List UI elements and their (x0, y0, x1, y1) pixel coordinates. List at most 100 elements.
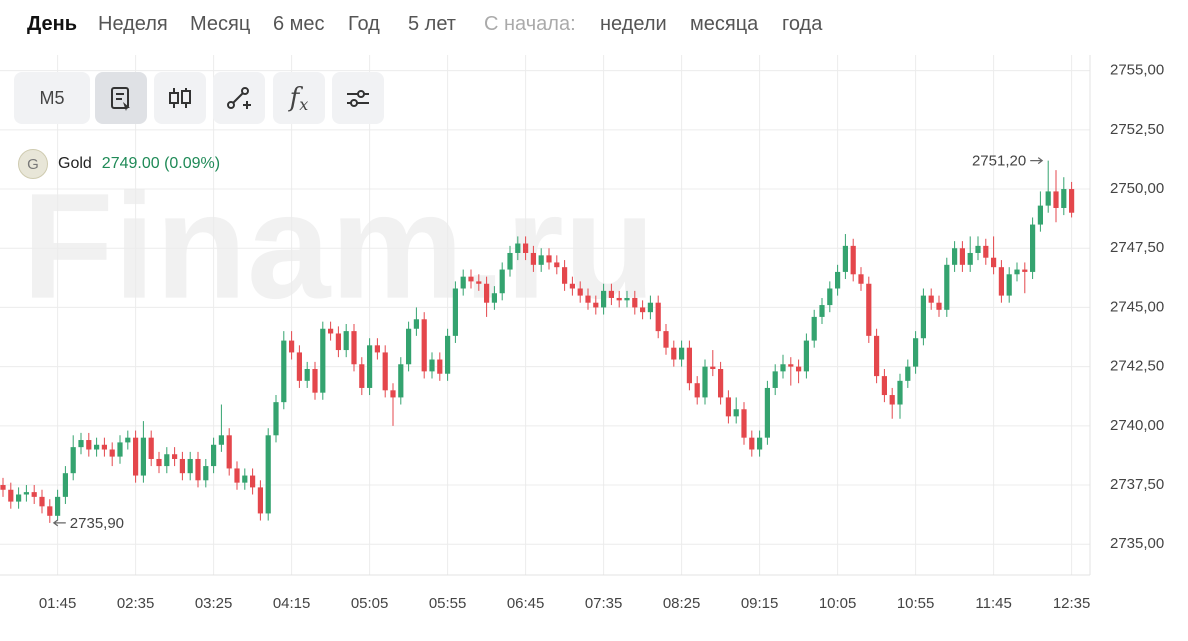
candle-body (1006, 274, 1012, 296)
candle-body (741, 409, 747, 438)
candle-body (70, 447, 76, 474)
candle-body (140, 437, 146, 476)
period-tab[interactable]: Год (348, 13, 380, 35)
candle-body (671, 347, 677, 360)
candle-body (811, 316, 817, 341)
period-tab[interactable]: года (782, 13, 823, 35)
candle-body (569, 283, 575, 289)
candle-body (616, 297, 622, 301)
x-tick-label: 07:35 (585, 595, 623, 612)
candle-body (757, 437, 763, 450)
candle-body (62, 473, 68, 497)
candle-body (218, 435, 224, 445)
period-tab[interactable]: 6 мес (273, 13, 325, 35)
candle-body (694, 383, 700, 398)
y-tick-label: 2752,50 (1110, 121, 1164, 138)
candle-body (897, 380, 903, 405)
x-tick-label: 08:25 (663, 595, 701, 612)
candle-body (156, 458, 162, 467)
candle-body (172, 454, 178, 459)
x-tick-label: 06:45 (507, 595, 545, 612)
candle-body (632, 297, 638, 308)
candle-body (827, 288, 833, 306)
period-tab[interactable]: Месяц (190, 13, 251, 35)
y-tick-label: 2735,00 (1110, 535, 1164, 552)
candle-body (1061, 189, 1067, 208)
candle-body (86, 440, 92, 450)
candle-body (507, 252, 513, 270)
instrument-name: Gold (58, 155, 92, 172)
candle-body (491, 293, 497, 303)
candle-body (31, 492, 37, 497)
candle-body (905, 366, 911, 381)
y-tick-label: 2742,50 (1110, 358, 1164, 375)
interval-button[interactable]: M5 (14, 72, 90, 124)
candle-body (148, 437, 154, 459)
candle-body (351, 331, 357, 365)
candle-body (655, 302, 661, 332)
candle-body (16, 494, 22, 502)
chart-type-button[interactable] (95, 72, 147, 124)
candle-body (398, 364, 404, 398)
candle-body (1045, 191, 1051, 206)
candle-body (663, 331, 669, 348)
period-tab[interactable]: недели (600, 13, 667, 35)
candle-body (959, 248, 965, 265)
candle-body (788, 364, 794, 367)
period-tab[interactable]: 5 лет (408, 13, 456, 35)
candle-body (983, 245, 989, 258)
candle-body (858, 274, 864, 284)
candle-body (1030, 224, 1036, 272)
candle-body (320, 328, 326, 393)
candle-body (133, 437, 139, 476)
period-tab[interactable]: месяца (690, 13, 759, 35)
candle-body (874, 335, 880, 377)
y-tick-label: 2740,00 (1110, 417, 1164, 434)
settings-button[interactable] (332, 72, 384, 124)
candle-body (944, 264, 950, 310)
candles-button[interactable] (154, 72, 206, 124)
x-tick-label: 10:05 (819, 595, 857, 612)
icon (169, 88, 191, 108)
period-tab[interactable]: День (27, 13, 77, 35)
candle-body (39, 496, 45, 507)
candle-body (211, 444, 217, 467)
period-tab[interactable]: Неделя (98, 13, 168, 35)
candle-body (850, 245, 856, 275)
candle-body (257, 487, 263, 514)
drawing-button[interactable] (213, 72, 265, 124)
candle-body (179, 458, 185, 474)
candle-body (374, 345, 380, 353)
grid (0, 55, 1090, 575)
x-tick-label: 01:45 (39, 595, 77, 612)
candle-body (281, 340, 287, 403)
candle-body (796, 366, 802, 372)
candle-body (101, 444, 107, 450)
candle-body (749, 437, 755, 450)
candle-body (842, 245, 848, 272)
indicator-subscript: x (299, 94, 309, 114)
x-tick-label: 04:15 (273, 595, 311, 612)
candle-body (1014, 269, 1020, 275)
x-tick-label: 11:45 (975, 595, 1011, 612)
x-tick-label: 05:55 (429, 595, 467, 612)
candle-body (8, 489, 14, 502)
candle-body (562, 267, 568, 284)
annotation-label: 2735,90 (70, 515, 124, 532)
candle-body (250, 475, 256, 488)
icon (347, 90, 369, 107)
candle-body (538, 255, 544, 265)
candle-body (585, 295, 591, 303)
candle-body (515, 243, 521, 253)
candle-body (0, 485, 6, 490)
candle-body (686, 347, 692, 384)
candle-body (390, 390, 396, 398)
candle-body (468, 276, 474, 282)
indicator-symbol: f (289, 83, 300, 113)
y-tick-label: 2737,50 (1110, 476, 1164, 493)
candle-body (991, 257, 997, 268)
candle-body (710, 366, 716, 369)
candle-body (94, 444, 100, 450)
